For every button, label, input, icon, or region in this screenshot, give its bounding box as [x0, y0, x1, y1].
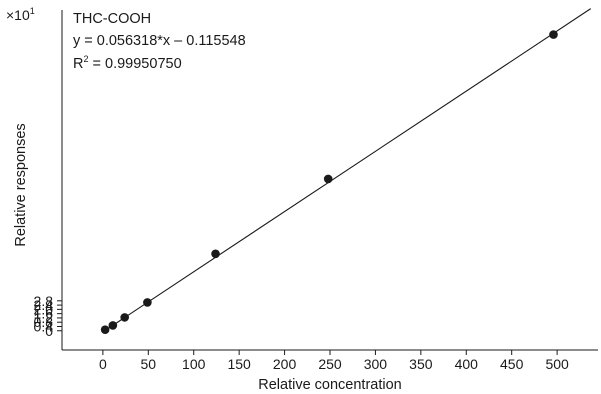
x-tick-label: 500 [545, 356, 569, 372]
x-tick-label: 350 [409, 356, 433, 372]
y-tick-label: 2.4 [34, 297, 54, 313]
data-point [100, 325, 110, 334]
y-tick-label: 2.8 [34, 293, 54, 309]
data-point [143, 298, 152, 307]
x-axis-title: Relative concentration [258, 377, 401, 393]
y-tick-label: 0.4 [34, 318, 54, 334]
y-tick-label: 1.2 [34, 310, 54, 326]
x-tick-label: 450 [500, 356, 524, 372]
x-tick-label: 300 [364, 356, 388, 372]
data-point [120, 313, 129, 322]
r-squared: R2 = 0.99950750 [73, 54, 182, 72]
fit-group [102, 8, 592, 333]
y-axis-title: Relative responses [13, 123, 29, 246]
y-tick-label: 1.6 [34, 306, 54, 322]
data-point [108, 321, 118, 330]
data-point [549, 30, 558, 39]
x-ticks: 0 50 100 150 200 250 300 350 400 450 500 [99, 350, 569, 372]
fit-equation: y = 0.056318*x – 0.115548 [73, 33, 246, 49]
y-tick-label: 2.0 [34, 301, 54, 317]
data-point [211, 249, 220, 259]
x-tick-label: 100 [182, 356, 206, 372]
y-tick-label: 0.8 [34, 314, 54, 330]
compound-label: THC-COOH [73, 11, 151, 27]
y-ticks: 00.40.81.21.62.02.42.8 [34, 293, 62, 339]
data-points [100, 30, 558, 334]
x-tick-label: 400 [455, 356, 479, 372]
x-tick-label: 150 [227, 356, 251, 372]
y-tick-label: 0 [45, 323, 53, 339]
y-axis-multiplier: ×101 [6, 6, 35, 23]
data-point [323, 174, 333, 184]
x-tick-label: 0 [99, 356, 107, 372]
x-tick-label: 250 [318, 356, 342, 372]
regression-line [102, 8, 592, 333]
x-tick-label: 50 [141, 356, 157, 372]
x-tick-label: 200 [273, 356, 297, 372]
